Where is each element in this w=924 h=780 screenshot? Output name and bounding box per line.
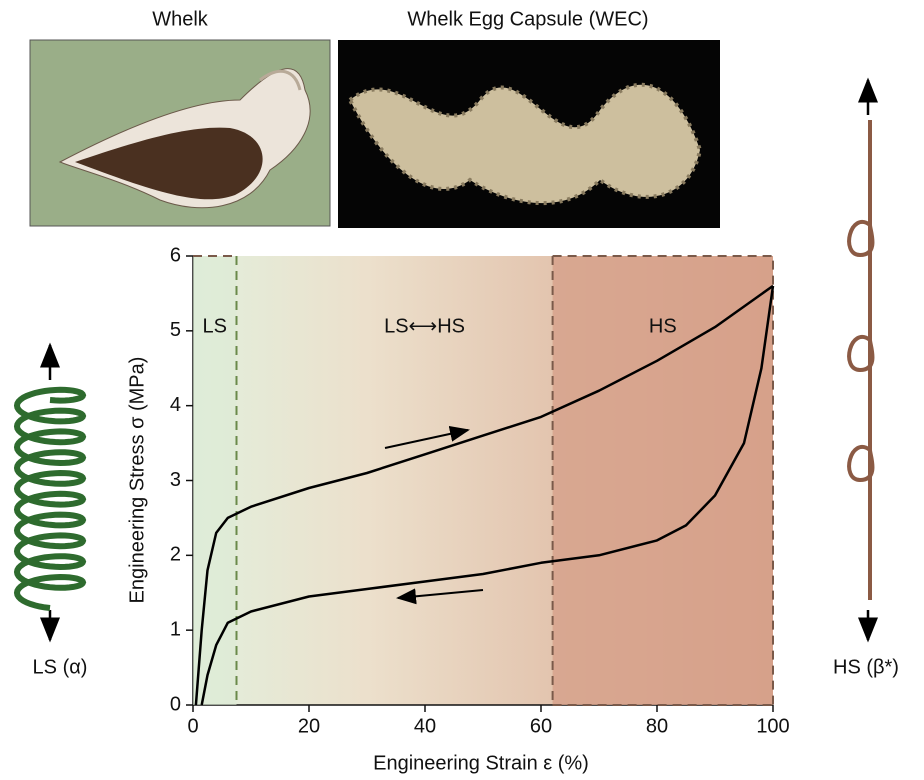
region-label: HS bbox=[649, 315, 677, 337]
y-tick-label: 0 bbox=[170, 693, 181, 715]
figure: Whelk Whelk Egg Capsule (WEC) Engineerin… bbox=[0, 0, 924, 780]
capsule-image bbox=[338, 40, 720, 228]
y-tick-label: 1 bbox=[170, 618, 181, 640]
x-tick-label: 20 bbox=[298, 715, 320, 737]
x-tick-label: 80 bbox=[646, 715, 668, 737]
beta-strand bbox=[849, 120, 872, 600]
region-label: LS⟷HS bbox=[384, 315, 465, 337]
alpha-helix bbox=[17, 390, 83, 608]
y-tick-label: 4 bbox=[170, 394, 181, 416]
whelk-image bbox=[30, 40, 330, 226]
region-label: LS bbox=[203, 315, 227, 337]
x-axis-label: Engineering Strain ε (%) bbox=[373, 752, 589, 774]
y-tick-label: 5 bbox=[170, 319, 181, 341]
x-tick-label: 60 bbox=[530, 715, 552, 737]
y-axis-label: Engineering Stress σ (MPa) bbox=[126, 357, 148, 604]
image-title: Whelk bbox=[152, 8, 209, 30]
x-tick-label: 40 bbox=[414, 715, 436, 737]
x-tick-label: 100 bbox=[756, 715, 789, 737]
y-tick-label: 3 bbox=[170, 469, 181, 491]
x-tick-label: 0 bbox=[187, 715, 198, 737]
y-tick-label: 2 bbox=[170, 544, 181, 566]
y-tick-label: 6 bbox=[170, 244, 181, 266]
side-label: LS (α) bbox=[33, 656, 88, 678]
image-title: Whelk Egg Capsule (WEC) bbox=[407, 8, 648, 30]
side-label: HS (β*) bbox=[833, 656, 899, 678]
